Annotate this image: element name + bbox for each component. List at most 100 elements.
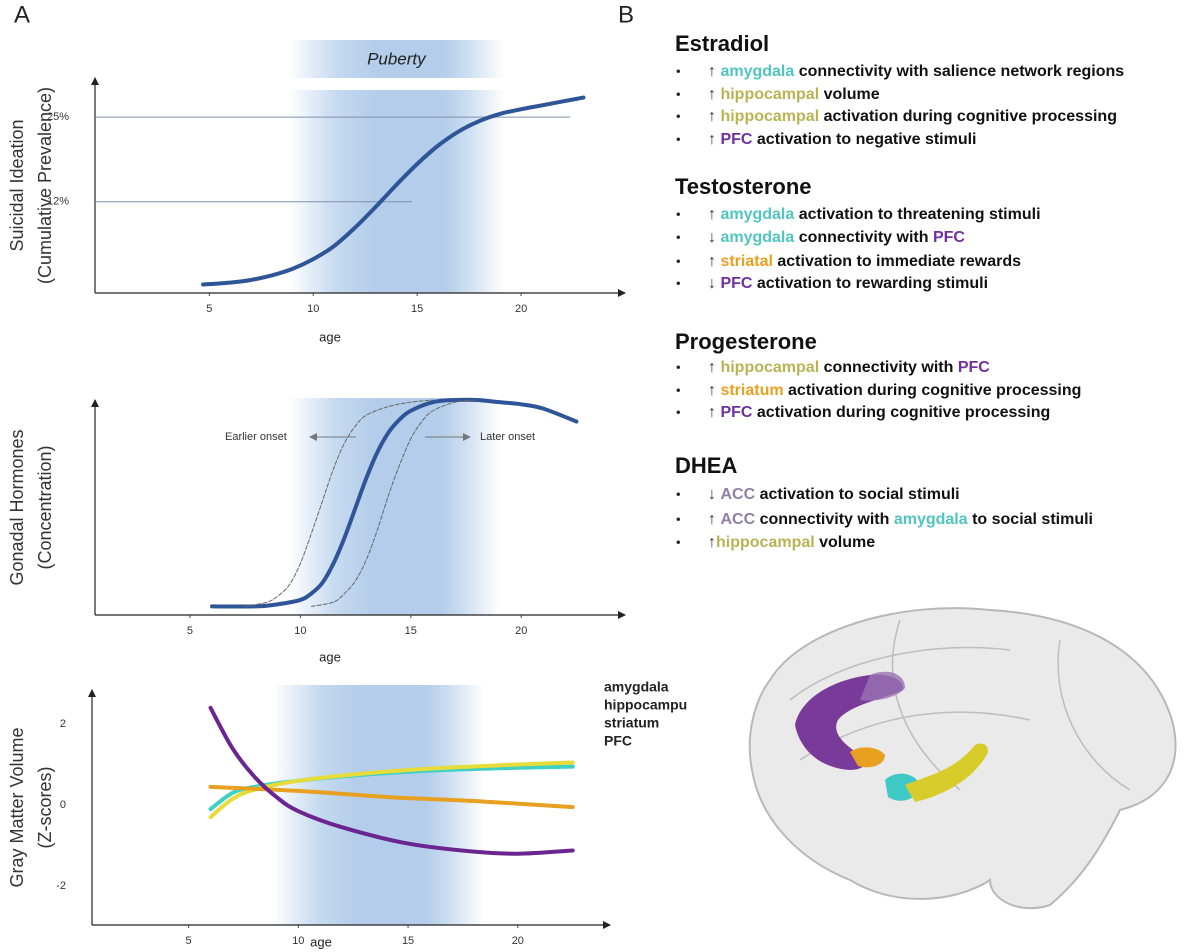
series-line bbox=[208, 760, 575, 820]
x-tick-label: 20 bbox=[515, 625, 527, 637]
y-tick-label: 2 bbox=[60, 718, 66, 730]
bullet: • bbox=[676, 108, 681, 123]
puberty-box bbox=[288, 40, 505, 78]
text-run: PFC bbox=[720, 131, 752, 148]
x-tick-label: 20 bbox=[512, 935, 524, 947]
bullet: • bbox=[676, 63, 681, 78]
y-axis-label: (Z-scores) bbox=[35, 767, 55, 849]
text-run: volume bbox=[819, 86, 880, 103]
puberty-band bbox=[288, 90, 505, 293]
puberty-band bbox=[271, 685, 485, 925]
y-axis-label: Suicidal Ideation bbox=[7, 119, 27, 251]
text-run: PFC bbox=[720, 404, 752, 421]
x-tick-label: 10 bbox=[307, 303, 319, 315]
x-tick-label: 5 bbox=[187, 625, 193, 637]
bullet-item: ↑ hippocampal volume bbox=[708, 86, 880, 103]
text-run: striatum bbox=[720, 382, 783, 399]
legend-entry: striatum bbox=[604, 715, 659, 731]
text-run: ACC bbox=[720, 511, 755, 528]
x-tick-label: 5 bbox=[206, 303, 212, 315]
text-run: activation during cognitive processing bbox=[752, 404, 1050, 421]
bullet-item: ↑ PFC activation during cognitive proces… bbox=[708, 404, 1050, 421]
text-run: ↑ bbox=[708, 382, 720, 399]
bullet: • bbox=[676, 534, 681, 549]
y-tick-label: -2 bbox=[56, 880, 66, 892]
legend-entry: amygdala bbox=[604, 679, 669, 695]
text-run: ↑ bbox=[708, 359, 720, 376]
bullet: • bbox=[676, 253, 681, 268]
text-run: activation to negative stimuli bbox=[752, 131, 976, 148]
text-run: activation to threatening stimuli bbox=[794, 206, 1040, 223]
text-run: ↑ bbox=[708, 86, 720, 103]
section-title: Testosterone bbox=[675, 174, 812, 199]
bullet-item: ↑ striatal activation to immediate rewar… bbox=[708, 253, 1021, 270]
bullet: • bbox=[676, 275, 681, 290]
x-tick-label: 10 bbox=[294, 625, 306, 637]
text-run: activation to immediate rewards bbox=[773, 253, 1021, 270]
x-tick-label: 10 bbox=[292, 935, 304, 947]
bullet: • bbox=[676, 131, 681, 146]
section-title: DHEA bbox=[675, 453, 737, 478]
bullet-item: ↑ amygdala connectivity with salience ne… bbox=[708, 63, 1124, 80]
series-line bbox=[201, 95, 586, 287]
text-run: ↑ bbox=[708, 511, 720, 528]
text-run: activation during cognitive processing bbox=[784, 382, 1082, 399]
annotation: Later onset bbox=[480, 431, 535, 443]
y-axis-label: Gray Matter Volume bbox=[7, 727, 27, 887]
bullet-item: ↓ ACC activation to social stimuli bbox=[708, 486, 960, 503]
bullet-item: ↑ PFC activation to negative stimuli bbox=[708, 131, 977, 148]
bullet-item: ↓ amygdala connectivity with PFC bbox=[708, 229, 965, 246]
text-run: activation to social stimuli bbox=[755, 486, 960, 503]
bullet: • bbox=[676, 486, 681, 501]
text-run: PFC bbox=[958, 359, 990, 376]
text-run: ↑ bbox=[708, 206, 720, 223]
text-run: PFC bbox=[720, 275, 752, 292]
y-axis-label: (Cumulative Prevalence) bbox=[35, 87, 55, 284]
text-run: ↓ bbox=[708, 486, 720, 503]
text-run: ↓ bbox=[708, 275, 720, 292]
text-run: connectivity with salience network regio… bbox=[794, 63, 1124, 80]
text-run: connectivity with bbox=[794, 229, 933, 246]
text-run: ACC bbox=[720, 486, 755, 503]
panel-label: B bbox=[618, 1, 634, 28]
y-tick-label: 12% bbox=[47, 196, 69, 208]
bullet-item: ↑hippocampal volume bbox=[708, 534, 875, 551]
text-run: amygdala bbox=[720, 206, 794, 223]
bullet: • bbox=[676, 511, 681, 526]
text-run: ↑ bbox=[708, 131, 720, 148]
x-tick-label: 15 bbox=[405, 625, 417, 637]
bullet-item: ↑ ACC connectivity with amygdala to soci… bbox=[708, 511, 1093, 528]
annotation: Earlier onset bbox=[225, 431, 287, 443]
y-tick-label: 25% bbox=[47, 111, 69, 123]
x-axis-label: age bbox=[319, 649, 341, 664]
bullet: • bbox=[676, 404, 681, 419]
x-tick-label: 15 bbox=[411, 303, 423, 315]
bullet: • bbox=[676, 86, 681, 101]
text-run: ↑ bbox=[708, 404, 720, 421]
x-axis-label: age bbox=[310, 934, 332, 949]
bullet: • bbox=[676, 382, 681, 397]
x-tick-label: 15 bbox=[402, 935, 414, 947]
bullet-item: ↑ amygdala activation to threatening sti… bbox=[708, 206, 1041, 223]
text-run: ↑ bbox=[708, 108, 720, 125]
bullet: • bbox=[676, 206, 681, 221]
series-line bbox=[310, 399, 478, 607]
text-run: amygdala bbox=[720, 229, 794, 246]
series-line bbox=[244, 399, 434, 607]
y-axis-label: Gonadal Hormones bbox=[7, 429, 27, 585]
text-run: hippocampal bbox=[720, 359, 819, 376]
text-run: activation to rewarding stimuli bbox=[752, 275, 988, 292]
x-axis-label: age bbox=[319, 329, 341, 344]
text-run: hippocampal bbox=[720, 108, 819, 125]
series-line bbox=[208, 705, 575, 856]
legend-entry: PFC bbox=[604, 733, 632, 749]
band-label: Puberty bbox=[367, 49, 427, 68]
panel-label: A bbox=[14, 1, 30, 28]
section-title: Progesterone bbox=[675, 329, 817, 354]
x-tick-label: 5 bbox=[186, 935, 192, 947]
text-run: connectivity with bbox=[819, 359, 958, 376]
y-tick-label: 0 bbox=[60, 799, 66, 811]
legend-entry: hippocampu bbox=[604, 697, 687, 713]
bullet: • bbox=[676, 359, 681, 374]
